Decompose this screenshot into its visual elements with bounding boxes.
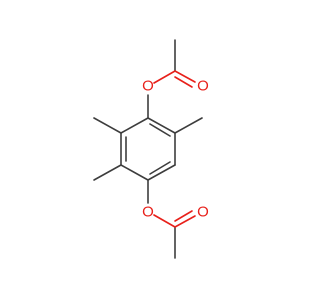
bonds [93,39,203,259]
bond [174,215,196,228]
bond [174,70,196,83]
bond [174,210,193,222]
bond [149,161,171,175]
bond [153,70,176,84]
bond [149,123,171,137]
bond [93,164,122,181]
atom-label: O [197,78,209,95]
bond [147,117,176,134]
atom-label: O [142,204,154,221]
bond [93,117,122,134]
atom-label: O [197,204,209,221]
bond [120,117,149,134]
bond [174,76,193,88]
molecule: O O O O [93,39,209,259]
bond [153,214,176,228]
bond [147,164,176,181]
bond [174,117,203,134]
bond [120,164,149,181]
atom-label: O [142,78,154,95]
